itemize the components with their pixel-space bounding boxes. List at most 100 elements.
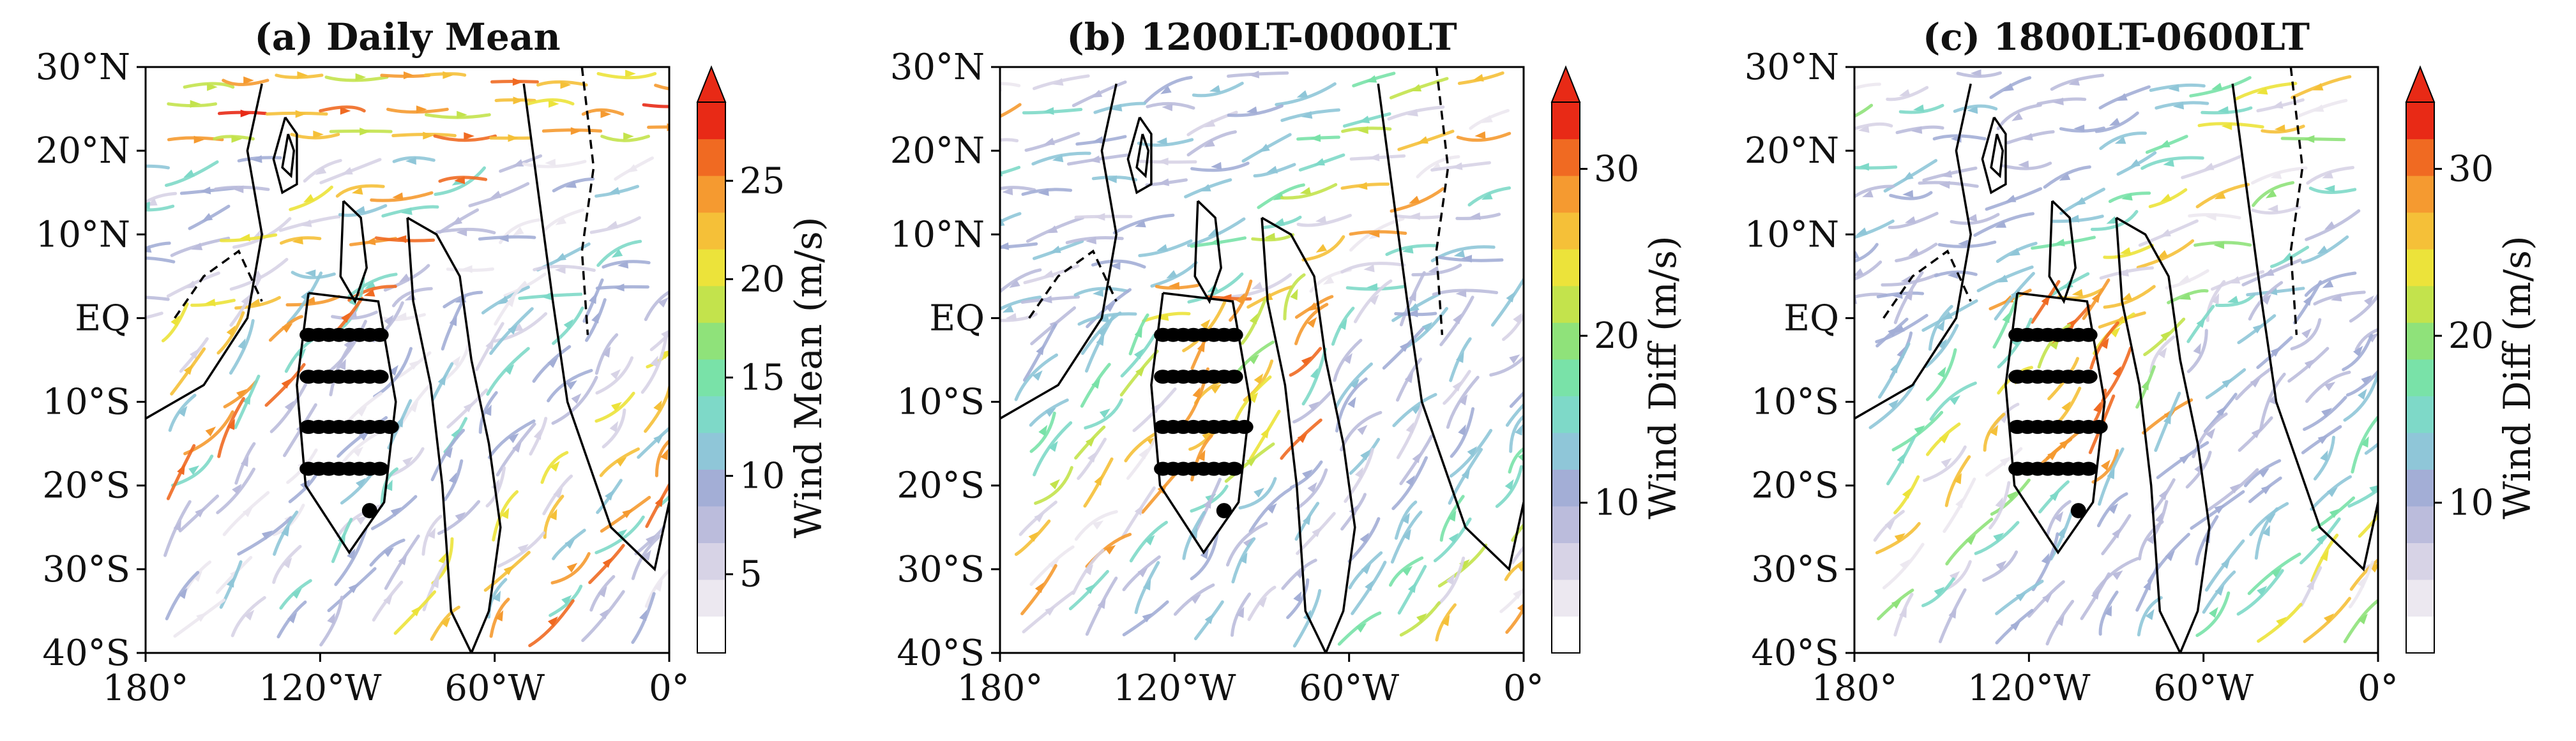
streamline-arrow [1096,334,1105,346]
streamline-arrow [655,495,663,507]
streamline-arrow [1085,583,1096,594]
streamline-arrow [1297,433,1308,444]
streamline-arrow [2369,485,2378,494]
streamline-arrow [2108,503,2118,514]
streamline-arrow [2163,413,2171,424]
streamline-arrow [2061,401,2071,412]
streamline-arrow [193,135,205,144]
colorbar-segment [697,505,725,543]
streamline [2306,166,2354,185]
streamline-arrow [1999,413,2010,424]
station-marker [1235,419,1254,434]
streamline [468,182,530,207]
streamline [324,75,389,82]
streamline [1084,398,1123,430]
streamline-arrow [1902,172,1914,181]
streamline [430,605,460,641]
streamline-arrow [1144,535,1155,546]
streamline [1186,130,1237,157]
streamline-arrow [427,527,436,539]
streamline-arrow [1481,191,1493,200]
colorbar-segment [2406,359,2434,396]
streamline [433,134,497,142]
streamline [2101,346,2132,403]
streamline [2006,130,2055,145]
x-tick-label: 180° [1812,668,1898,709]
streamline-arrow [1099,408,1110,419]
streamline-arrow [2075,197,2086,206]
streamline-arrow [404,71,414,80]
streamline [2195,591,2231,638]
streamline-arrow [653,580,663,592]
contour-line-dashed [580,67,595,335]
streamline-arrow [356,515,368,525]
x-tick-label: 180° [103,668,189,709]
streamline [2099,266,2154,280]
streamline [446,267,494,272]
streamline-arrow [2159,140,2171,148]
streamline [146,241,171,250]
streamline-arrow [2267,204,2278,213]
streamline-arrow [1236,606,1245,618]
streamline [1882,543,1925,590]
streamline [146,311,163,320]
streamline-arrow [190,100,201,108]
streamline-arrow [341,312,351,323]
streamline-arrow [196,612,208,622]
colorbar-tick-label: 5 [739,554,762,595]
streamline-arrow [1087,451,1097,463]
colorbar-segment [1552,138,1580,176]
streamline [2098,447,2125,506]
colorbar-tick-label: 20 [739,258,785,300]
streamline [589,216,641,234]
streamline-arrow [338,359,346,370]
streamline [1399,271,1426,327]
streamline [2301,235,2349,264]
streamline [1335,377,1368,433]
streamline-arrow [351,187,363,195]
y-tick-label: 20°N [890,130,985,172]
streamline [1888,211,1939,229]
streamline-arrow [195,507,206,518]
streamline [581,590,625,642]
streamline [443,290,483,308]
streamline-arrow [1043,107,1054,115]
streamline-arrow [1854,94,1855,96]
streamline-arrow [1467,446,1478,457]
streamline-arrow [2251,428,2262,438]
streamline-arrow [2110,327,2121,338]
streamline-arrow [1302,469,1313,479]
streamline-arrow [1254,488,1264,498]
colorbar-segment [697,249,725,287]
streamline [1929,381,1977,421]
streamline-arrow [2361,375,2372,385]
streamline-arrow [2270,347,2282,357]
streamline [2354,327,2378,352]
streamline-arrow [1166,270,1178,279]
streamline [391,287,433,308]
streamline [1296,135,1340,141]
streamline [1134,561,1160,615]
streamline-arrow [555,216,567,225]
streamline-arrow [2274,124,2285,133]
streamline [1073,287,1130,297]
streamline [551,375,598,425]
streamline-arrow [348,583,359,594]
streamline-arrow [2323,613,2335,624]
streamline [1989,76,2032,100]
streamline-arrow [1204,119,1216,128]
streamline-arrow [1999,456,2011,467]
streamline-arrow [495,610,504,622]
streamline-arrow [1105,302,1116,312]
streamline [273,510,299,556]
streamline-arrow [1360,532,1369,544]
streamline-arrow [347,548,356,560]
streamline [1280,418,1322,460]
streamline [291,271,336,280]
streamline-arrow [1524,515,1533,526]
streamline-arrow [1365,580,1374,591]
streamline-arrow [1937,338,1948,350]
streamline-arrow [1204,613,1215,624]
streamline-arrow [1246,456,1257,467]
